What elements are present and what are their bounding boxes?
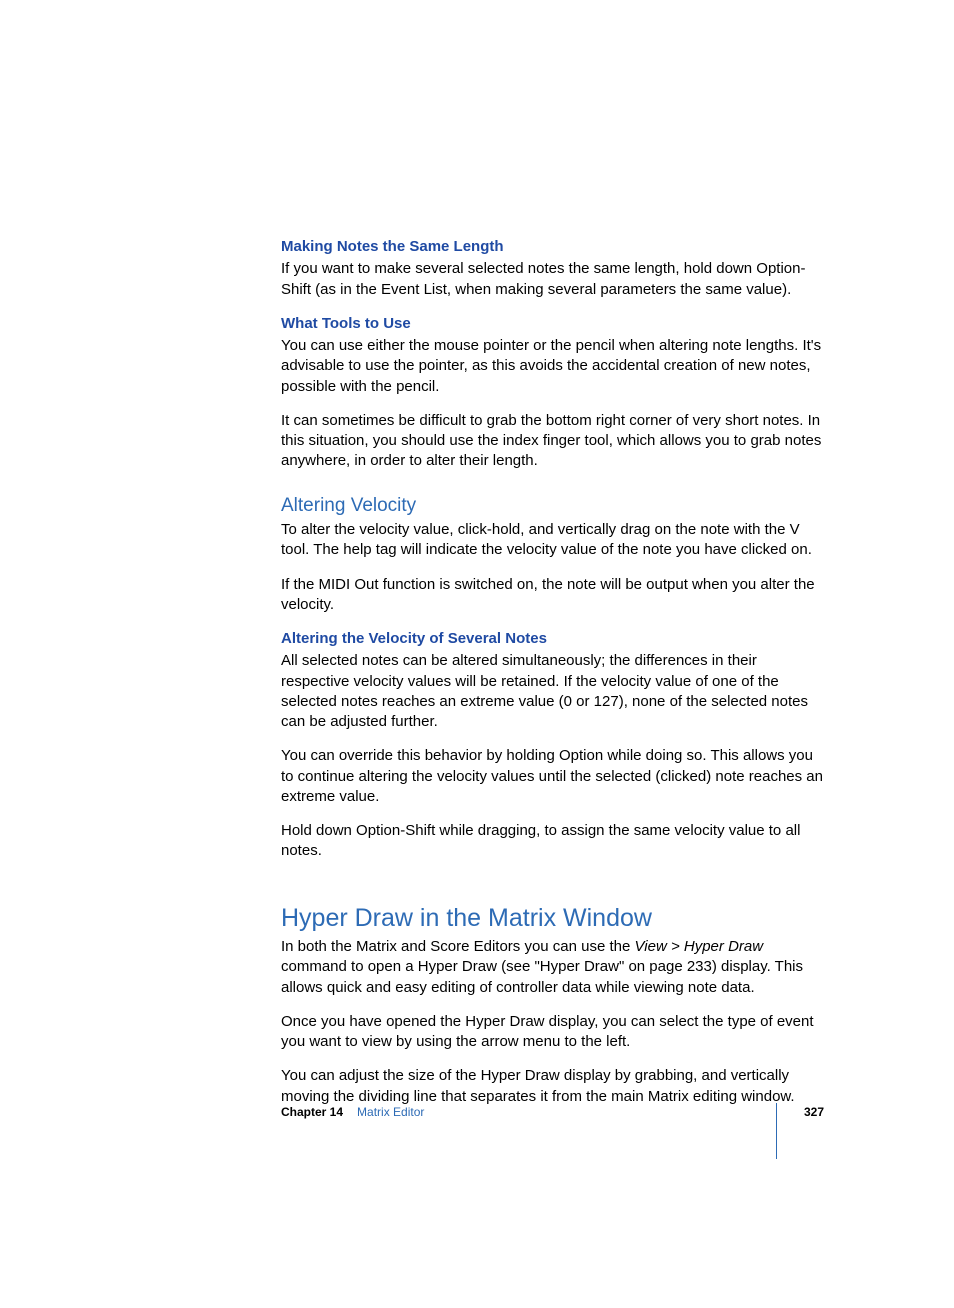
body-text: You can adjust the size of the Hyper Dra…	[281, 1066, 824, 1107]
section-making-notes: Making Notes the Same Length If you want…	[281, 237, 824, 300]
text-run: command to open a Hyper Draw (see "Hyper…	[281, 958, 803, 995]
major-heading-hyper-draw: Hyper Draw in the Matrix Window	[281, 902, 824, 935]
footer-line: Chapter 14 Matrix Editor	[281, 1105, 824, 1119]
footer-page-number: 327	[804, 1105, 824, 1119]
footer-rule	[776, 1103, 777, 1159]
body-text: You can override this behavior by holdin…	[281, 746, 824, 807]
body-text: All selected notes can be altered simult…	[281, 651, 824, 732]
italic-text: View > Hyper Draw	[635, 938, 764, 955]
body-text: If the MIDI Out function is switched on,…	[281, 575, 824, 616]
section-heading-altering-velocity: Altering Velocity	[281, 494, 824, 519]
body-text: Once you have opened the Hyper Draw disp…	[281, 1012, 824, 1053]
body-text: Hold down Option-Shift while dragging, t…	[281, 821, 824, 862]
subheading-making-notes: Making Notes the Same Length	[281, 237, 824, 257]
page: Making Notes the Same Length If you want…	[0, 0, 954, 1308]
body-text: It can sometimes be difficult to grab th…	[281, 411, 824, 472]
section-what-tools: What Tools to Use You can use either the…	[281, 314, 824, 472]
page-footer: Chapter 14 Matrix Editor 327	[281, 1105, 824, 1125]
body-text: You can use either the mouse pointer or …	[281, 336, 824, 397]
body-text: If you want to make several selected not…	[281, 259, 824, 300]
footer-title: Matrix Editor	[357, 1105, 424, 1119]
section-hyper-draw: Hyper Draw in the Matrix Window In both …	[281, 902, 824, 1107]
subheading-velocity-several: Altering the Velocity of Several Notes	[281, 629, 824, 649]
subheading-what-tools: What Tools to Use	[281, 314, 824, 334]
body-text: In both the Matrix and Score Editors you…	[281, 937, 824, 998]
section-velocity-several-notes: Altering the Velocity of Several Notes A…	[281, 629, 824, 862]
body-text: To alter the velocity value, click-hold,…	[281, 520, 824, 561]
footer-chapter: Chapter 14	[281, 1105, 343, 1119]
section-altering-velocity: Altering Velocity To alter the velocity …	[281, 494, 824, 616]
text-run: In both the Matrix and Score Editors you…	[281, 938, 635, 955]
